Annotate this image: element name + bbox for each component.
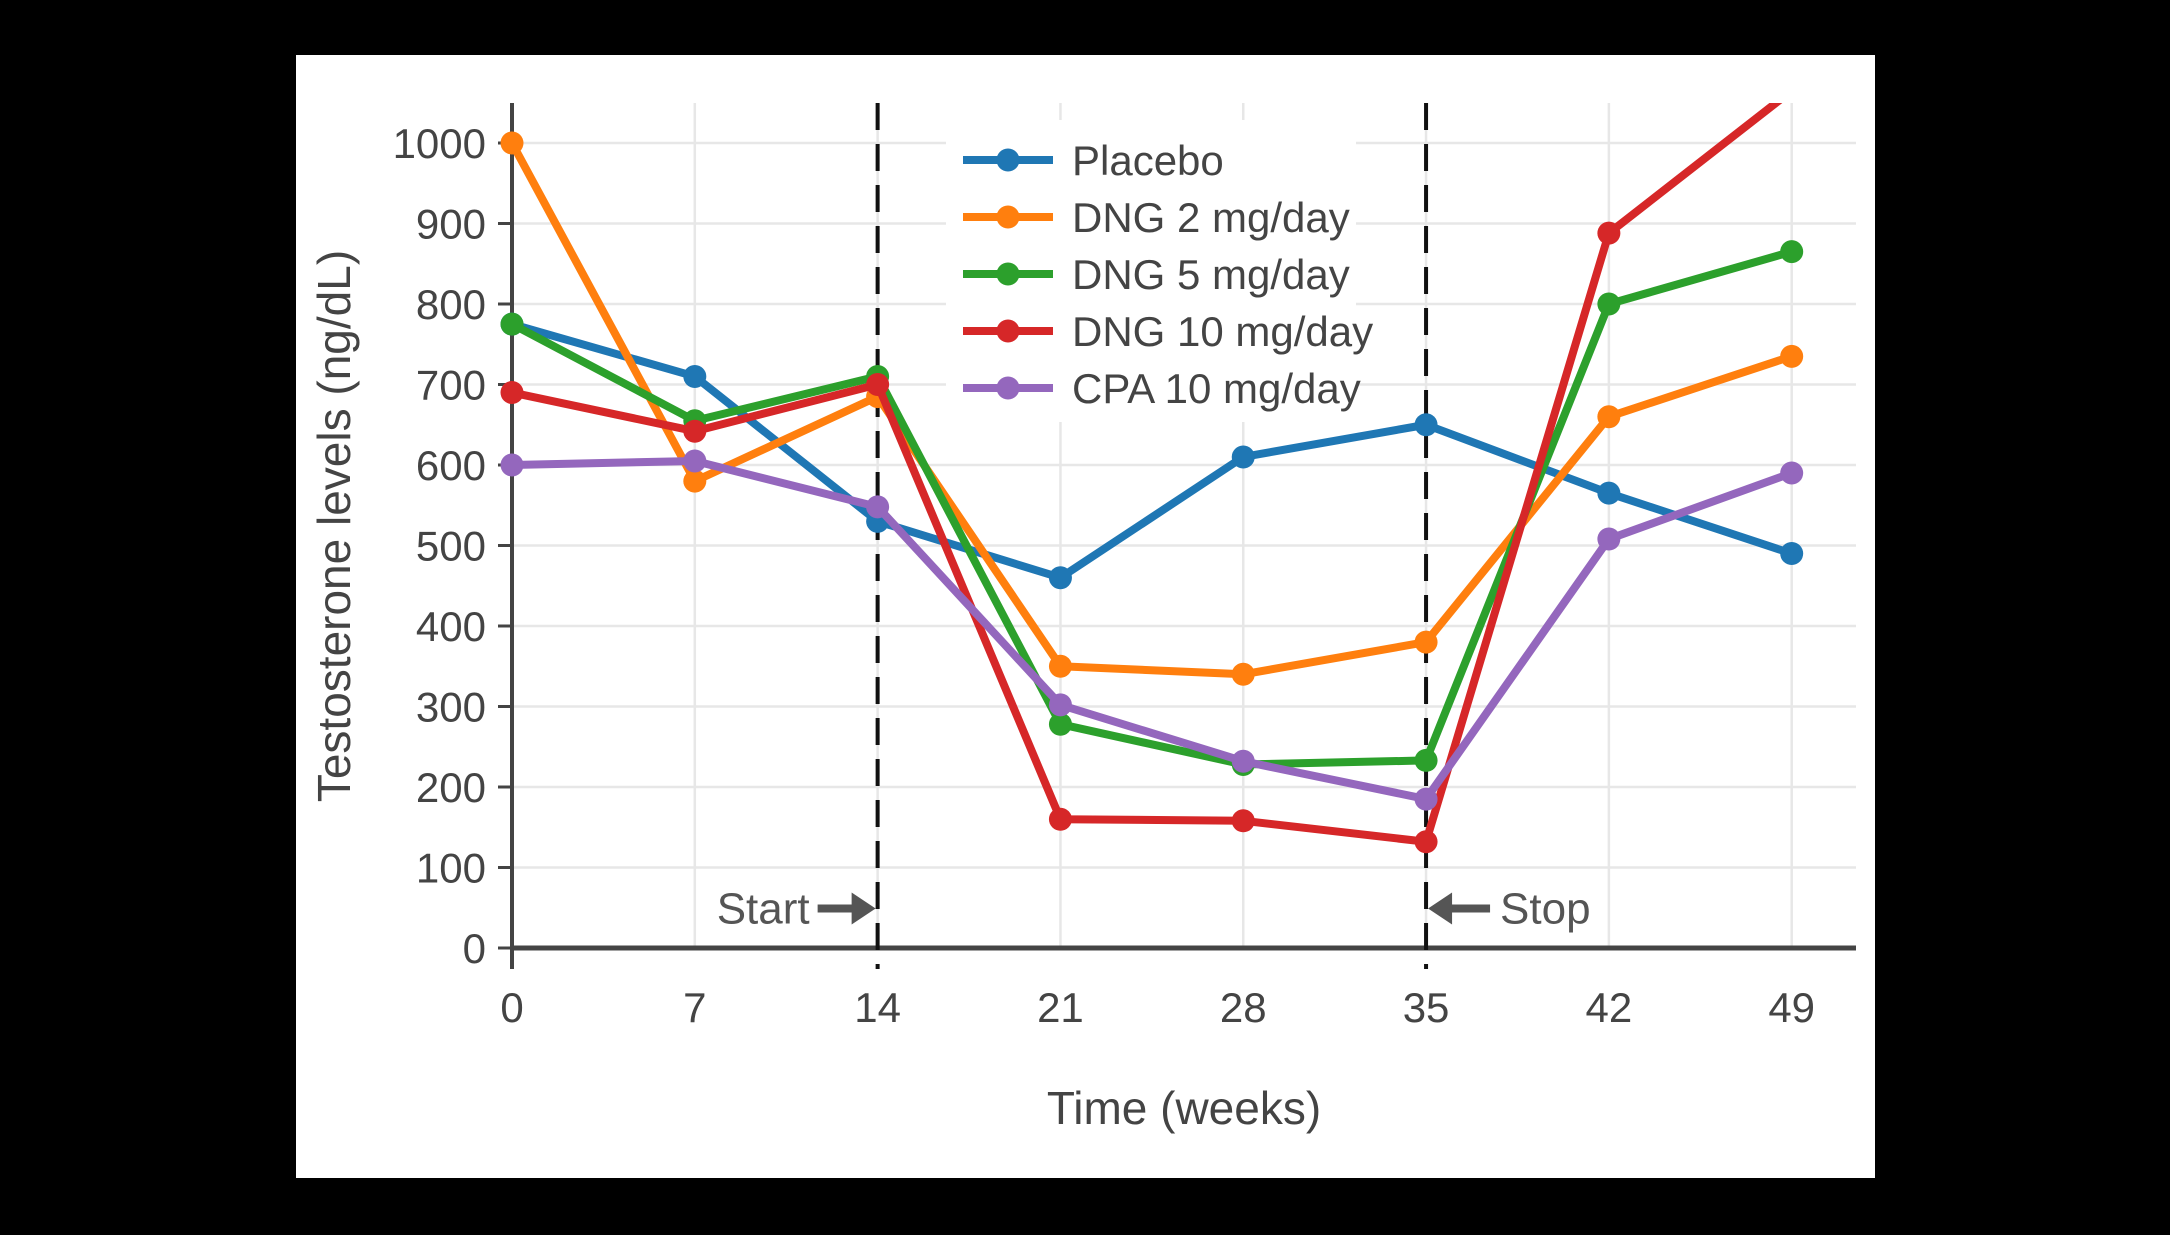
data-point-dng-5-mg-day-week-0	[500, 312, 524, 336]
data-point-cpa-10-mg-day-week-21	[1048, 693, 1072, 717]
data-point-cpa-10-mg-day-week-0	[500, 453, 524, 477]
data-point-dng-2-mg-day-week-35	[1414, 630, 1438, 654]
x-axis-title: Time (weeks)	[1047, 1082, 1321, 1134]
data-point-dng-10-mg-day-week-14	[866, 373, 890, 396]
legend-marker-icon	[996, 205, 1020, 229]
data-point-dng-5-mg-day-week-21	[1048, 712, 1072, 736]
legend-label: DNG 10 mg/day	[1072, 308, 1373, 355]
y-tick-label-400: 400	[416, 603, 486, 650]
data-point-cpa-10-mg-day-week-14	[866, 495, 890, 519]
annotation-vlines	[875, 103, 1429, 969]
y-tick-label-800: 800	[416, 281, 486, 328]
annotations-layer: Start Stop	[717, 885, 1591, 934]
data-point-placebo-week-35	[1414, 413, 1438, 437]
x-tick-label-35: 35	[1403, 984, 1450, 1031]
data-point-dng-5-mg-day-week-35	[1414, 748, 1438, 772]
axes	[498, 103, 1856, 969]
tick-labels: 0 100 200 300 400 500 600 700 800 900 1000 0 7 14 21 28…	[393, 120, 1815, 1031]
legend: Placebo DNG 2 mg/day DNG 5 mg/day DNG 10 mg…	[946, 120, 1373, 422]
data-point-cpa-10-mg-day-week-35	[1414, 787, 1438, 811]
data-point-dng-10-mg-day-week-42	[1597, 221, 1621, 245]
legend-item-cpa-10-mg-day[interactable]: CPA 10 mg/day	[963, 365, 1361, 412]
x-tick-label-28: 28	[1220, 984, 1267, 1031]
y-tick-label-200: 200	[416, 764, 486, 811]
series-line-placebo	[508, 320, 1796, 582]
legend-item-dng-5-mg-day[interactable]: DNG 5 mg/day	[963, 251, 1350, 298]
annotation-label: Stop	[1500, 885, 1591, 934]
data-point-dng-2-mg-day-week-49	[1780, 344, 1804, 368]
annotation-stop: Stop	[1428, 885, 1591, 934]
legend-item-placebo[interactable]: Placebo	[963, 137, 1224, 184]
right-arrow-icon	[851, 892, 876, 925]
annotation-start: Start	[717, 885, 876, 934]
y-axis-title: Testosterone levels (ng/dL)	[308, 250, 360, 802]
data-point-dng-10-mg-day-week-0	[500, 381, 524, 405]
legend-marker-icon	[996, 148, 1020, 172]
y-tick-label-600: 600	[416, 442, 486, 489]
series-line-dng-10-mg-day	[508, 103, 1783, 846]
x-tick-label-7: 7	[683, 984, 706, 1031]
y-tick-label-100: 100	[416, 845, 486, 892]
y-tick-label-0: 0	[463, 925, 486, 972]
x-tick-label-21: 21	[1037, 984, 1084, 1031]
data-point-dng-2-mg-day-week-42	[1597, 405, 1621, 429]
legend-label: CPA 10 mg/day	[1072, 365, 1361, 412]
data-point-dng-2-mg-day-week-7	[683, 469, 707, 493]
data-point-dng-5-mg-day-week-42	[1597, 292, 1621, 316]
legend-label: DNG 2 mg/day	[1072, 194, 1350, 241]
data-point-cpa-10-mg-day-week-28	[1231, 749, 1255, 773]
legend-label: DNG 5 mg/day	[1072, 251, 1350, 298]
data-point-placebo-week-49	[1780, 542, 1804, 566]
series-layer	[500, 103, 1804, 854]
series-line-dng-5-mg-day	[508, 247, 1796, 769]
data-point-placebo-week-21	[1048, 566, 1072, 590]
data-point-cpa-10-mg-day-week-49	[1780, 461, 1804, 485]
data-point-dng-2-mg-day-week-0	[500, 131, 524, 155]
data-point-placebo-week-42	[1597, 481, 1621, 505]
data-point-placebo-week-28	[1231, 445, 1255, 469]
annotation-label: Start	[717, 885, 810, 934]
x-tick-label-14: 14	[854, 984, 901, 1031]
left-arrow-icon	[1428, 892, 1453, 925]
x-tick-label-42: 42	[1586, 984, 1633, 1031]
data-point-placebo-week-7	[683, 364, 707, 388]
data-point-dng-5-mg-day-week-49	[1780, 240, 1804, 264]
data-point-cpa-10-mg-day-week-42	[1597, 527, 1621, 551]
legend-item-dng-2-mg-day[interactable]: DNG 2 mg/day	[963, 194, 1350, 241]
legend-label: Placebo	[1072, 137, 1224, 184]
data-point-dng-10-mg-day-week-28	[1231, 809, 1255, 833]
legend-marker-icon	[996, 262, 1020, 286]
x-tick-label-0: 0	[500, 984, 523, 1031]
legend-marker-icon	[996, 376, 1020, 400]
data-point-dng-2-mg-day-week-21	[1048, 654, 1072, 678]
y-tick-label-1000: 1000	[393, 120, 486, 167]
y-tick-label-500: 500	[416, 523, 486, 570]
y-tick-label-700: 700	[416, 362, 486, 409]
legend-item-dng-10-mg-day[interactable]: DNG 10 mg/day	[963, 308, 1373, 355]
data-point-dng-10-mg-day-week-35	[1414, 830, 1438, 854]
series-line-cpa-10-mg-day	[508, 456, 1796, 804]
data-point-dng-2-mg-day-week-28	[1231, 662, 1255, 686]
data-point-cpa-10-mg-day-week-7	[683, 449, 707, 473]
data-point-dng-10-mg-day-week-21	[1048, 807, 1072, 831]
y-tick-label-900: 900	[416, 201, 486, 248]
y-tick-label-300: 300	[416, 684, 486, 731]
data-point-dng-10-mg-day-week-7	[683, 419, 707, 443]
x-tick-label-49: 49	[1768, 984, 1815, 1031]
legend-marker-icon	[996, 319, 1020, 343]
